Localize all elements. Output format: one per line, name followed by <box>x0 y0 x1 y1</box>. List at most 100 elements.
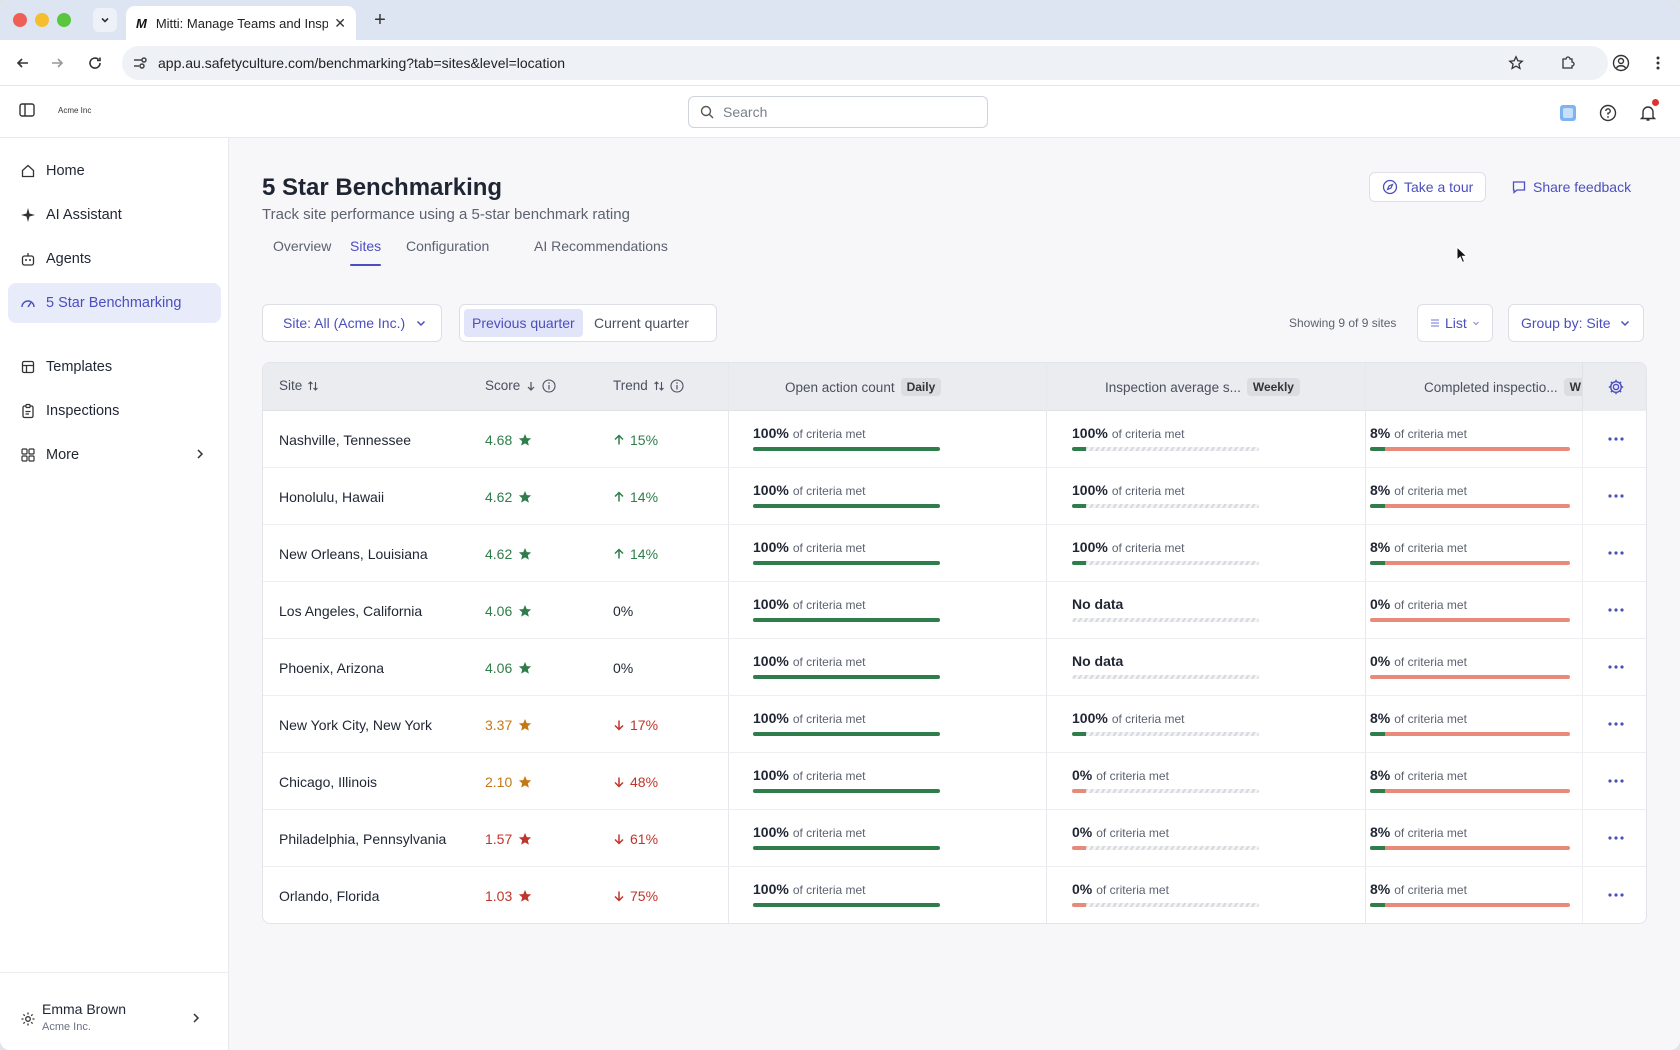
progress-bar <box>1072 675 1259 679</box>
site-name[interactable]: New York City, New York <box>279 717 433 733</box>
column-header-completed-inspections[interactable]: Completed inspectio... W <box>1424 378 1582 396</box>
table-row[interactable]: Orlando, Florida 1.03 75% 100% of criteria m… <box>263 867 1646 923</box>
group-by-dropdown[interactable]: Group by: Site <box>1508 304 1644 342</box>
site-name[interactable]: Los Angeles, California <box>279 603 423 619</box>
completed-inspections-metric: 0% of criteria met <box>1370 653 1582 679</box>
sidebar-item-5-star-benchmarking[interactable]: 5 Star Benchmarking <box>8 283 221 323</box>
sidebar-item-ai-assistant[interactable]: AI Assistant <box>8 195 221 235</box>
progress-bar <box>753 789 940 793</box>
column-settings-button[interactable] <box>1582 363 1646 411</box>
new-tab-button[interactable]: + <box>374 8 386 31</box>
site-settings-icon[interactable] <box>132 55 148 74</box>
sidebar-item-templates[interactable]: Templates <box>8 347 221 387</box>
metric-label: of criteria met <box>792 427 866 441</box>
progress-bar <box>1370 447 1570 451</box>
tab-overview[interactable]: Overview <box>273 238 332 254</box>
site-name[interactable]: Honolulu, Hawaii <box>279 489 385 505</box>
site-name[interactable]: Phoenix, Arizona <box>279 660 385 676</box>
info-icon[interactable] <box>670 378 684 393</box>
user-menu[interactable]: Emma Brown Acme Inc. <box>0 972 229 1050</box>
view-mode-dropdown[interactable]: List <box>1417 304 1493 342</box>
row-actions-button[interactable] <box>1582 639 1646 695</box>
puzzle-icon <box>1562 56 1575 69</box>
close-window-button[interactable] <box>13 13 27 27</box>
score-value: 1.57 <box>485 831 532 847</box>
tab-sites[interactable]: Sites <box>350 238 382 266</box>
table-row[interactable]: Honolulu, Hawaii 4.62 14% 100% of criteria m… <box>263 468 1646 525</box>
site-name[interactable]: Nashville, Tennessee <box>279 432 412 448</box>
share-feedback-button[interactable]: Share feedback <box>1511 172 1631 202</box>
current-quarter-button[interactable]: Current quarter <box>594 315 689 331</box>
column-header-inspection-average[interactable]: Inspection average s... Weekly <box>1105 378 1300 396</box>
site-name[interactable]: New Orleans, Louisiana <box>279 546 428 562</box>
address-bar[interactable]: app.au.safetyculture.com/benchmarking?ta… <box>122 46 1608 80</box>
message-icon <box>1511 179 1527 195</box>
score-number: 4.62 <box>485 546 513 562</box>
previous-quarter-button[interactable]: Previous quarter <box>464 309 583 337</box>
robot-icon <box>20 251 36 267</box>
metric-label: of criteria met <box>1111 712 1185 726</box>
notifications-button[interactable] <box>1637 99 1659 124</box>
table-row[interactable]: Phoenix, Arizona 4.06 0% 100% of criteria me… <box>263 639 1646 696</box>
column-header-trend[interactable]: Trend <box>613 378 684 393</box>
reload-button[interactable] <box>84 52 106 74</box>
maximize-window-button[interactable] <box>57 13 71 27</box>
progress-fill <box>1370 903 1385 907</box>
metric-label: of criteria met <box>1394 427 1467 441</box>
column-header-site[interactable]: Site <box>279 378 319 393</box>
sidebar-toggle-button[interactable] <box>18 101 36 124</box>
site-name[interactable]: Chicago, Illinois <box>279 774 378 790</box>
search-input[interactable]: Search <box>688 96 988 128</box>
row-actions-button[interactable] <box>1582 753 1646 809</box>
table-row[interactable]: Philadelphia, Pennsylvania 1.57 61% 100% of … <box>263 810 1646 867</box>
row-actions-button[interactable] <box>1582 582 1646 638</box>
compass-icon <box>1382 179 1398 195</box>
table-row[interactable]: Los Angeles, California 4.06 0% 100% of crit… <box>263 582 1646 639</box>
mouse-cursor <box>1456 245 1469 269</box>
column-header-score[interactable]: Score <box>485 378 556 393</box>
browser-menu-button[interactable] <box>1647 52 1669 74</box>
metric-value: 0% <box>1072 881 1093 897</box>
sidebar-item-inspections[interactable]: Inspections <box>8 391 221 431</box>
row-actions-button[interactable] <box>1582 468 1646 524</box>
score-number: 4.62 <box>485 489 513 505</box>
take-tour-button[interactable]: Take a tour <box>1369 172 1487 202</box>
info-icon[interactable] <box>542 378 556 393</box>
score-number: 4.06 <box>485 603 513 619</box>
row-actions-button[interactable] <box>1582 867 1646 923</box>
trend-value: 0% <box>613 660 633 676</box>
help-button[interactable] <box>1597 102 1619 124</box>
minimize-window-button[interactable] <box>35 13 49 27</box>
site-name[interactable]: Philadelphia, Pennsylvania <box>279 831 447 847</box>
table-row[interactable]: Chicago, Illinois 2.10 48% 100% of criteria … <box>263 753 1646 810</box>
frequency-badge: Weekly <box>1246 378 1300 396</box>
table-row[interactable]: New York City, New York 3.37 17% 100% of cri… <box>263 696 1646 753</box>
row-actions-button[interactable] <box>1582 411 1646 467</box>
profile-button[interactable] <box>1610 52 1632 74</box>
sidebar-item-agents[interactable]: Agents <box>8 239 221 279</box>
tab-configuration[interactable]: Configuration <box>406 238 490 254</box>
sidebar-item-more[interactable]: More <box>8 435 221 475</box>
site-name[interactable]: Orlando, Florida <box>279 888 380 904</box>
progress-bar <box>1072 504 1259 508</box>
app-launcher-button[interactable] <box>1557 102 1579 124</box>
forward-button[interactable] <box>46 52 68 74</box>
table-row[interactable]: Nashville, Tennessee 4.68 15% 100% of criter… <box>263 411 1646 468</box>
tab-ai-recommendations[interactable]: AI Recommendations <box>534 238 668 254</box>
close-tab-icon[interactable]: ✕ <box>334 14 346 31</box>
chevron-down-icon <box>1619 317 1631 329</box>
org-logo[interactable]: Acme Inc <box>58 106 92 115</box>
sidebar-item-label: AI Assistant <box>46 207 122 223</box>
row-actions-button[interactable] <box>1582 810 1646 866</box>
tab-search-button[interactable] <box>93 8 117 32</box>
sidebar-item-home[interactable]: Home <box>8 151 221 191</box>
row-actions-button[interactable] <box>1582 696 1646 752</box>
row-actions-button[interactable] <box>1582 525 1646 581</box>
back-button[interactable] <box>12 52 34 74</box>
extensions-button[interactable] <box>1557 52 1579 74</box>
column-header-open-action-count[interactable]: Open action count Daily <box>785 378 942 396</box>
site-filter-dropdown[interactable]: Site: All (Acme Inc.) <box>262 304 443 342</box>
bookmark-button[interactable] <box>1505 52 1527 74</box>
table-row[interactable]: New Orleans, Louisiana 4.62 14% 100% of crit… <box>263 525 1646 582</box>
browser-tab[interactable]: M Mitti: Manage Teams and Insp ✕ <box>126 6 356 40</box>
